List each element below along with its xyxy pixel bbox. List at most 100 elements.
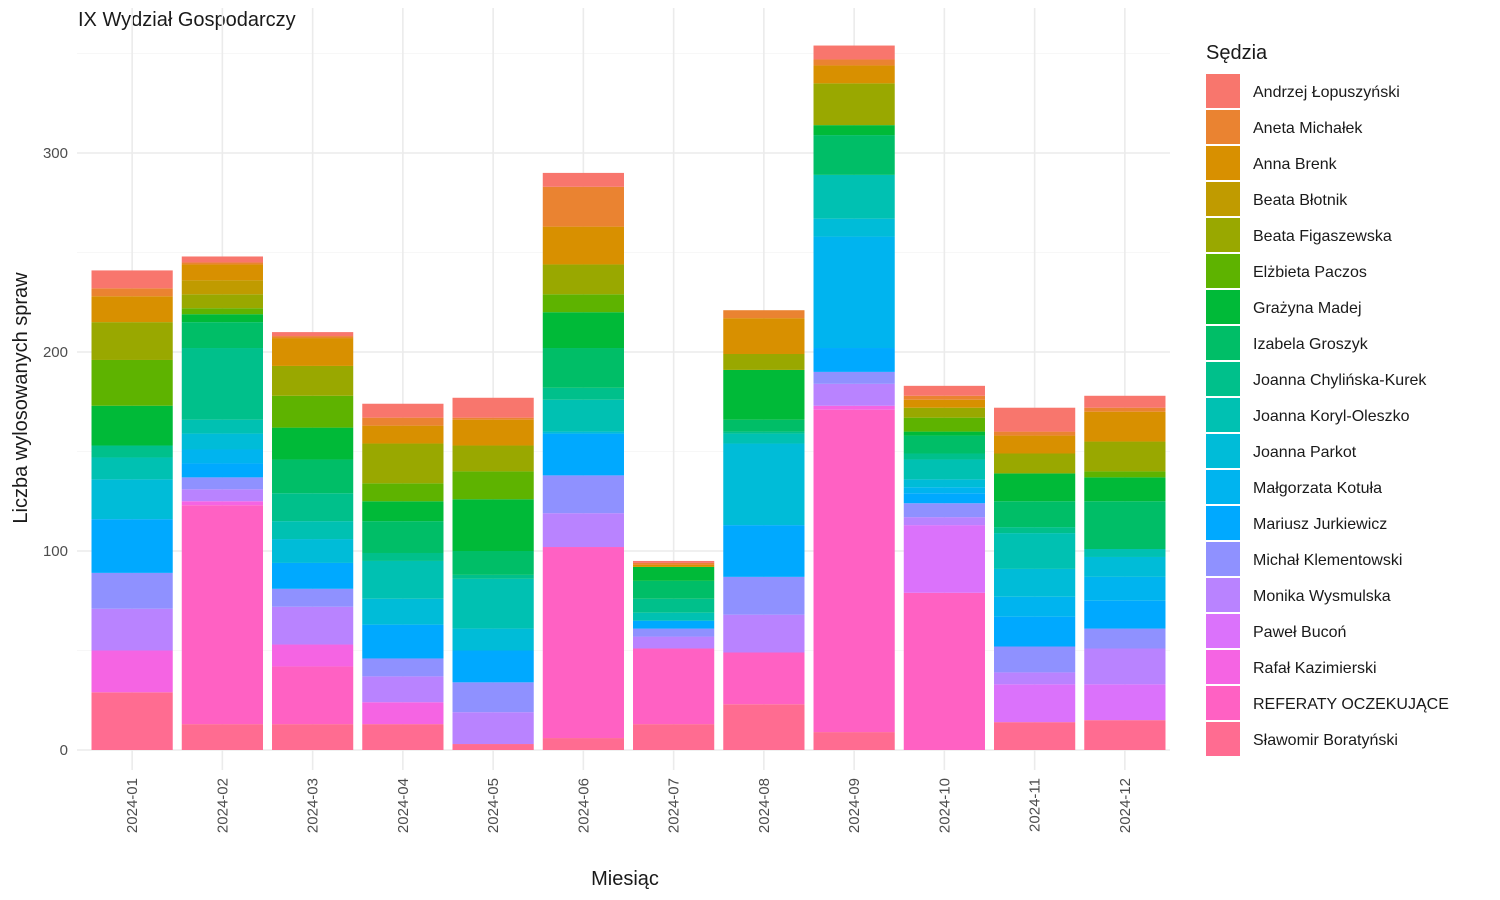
bar-segment: [362, 676, 444, 703]
bar-segment: [272, 644, 354, 667]
bar-segment: [903, 525, 985, 593]
legend-swatch: [1206, 434, 1240, 468]
legend-label: Mariusz Jurkiewicz: [1253, 516, 1387, 533]
x-tick-label: 2024-01: [124, 778, 141, 833]
bar-segment: [272, 666, 354, 725]
bar-segment: [813, 135, 895, 175]
bar-segment: [723, 318, 805, 354]
legend-swatch: [1206, 398, 1240, 432]
bar-segment: [452, 551, 534, 575]
bar-segment: [542, 348, 624, 388]
legend-swatch: [1206, 218, 1240, 252]
chart-title: IX Wydział Gospodarczy: [78, 9, 296, 31]
bar-segment: [1084, 720, 1166, 750]
y-axis-title: Liczba wylosowanych spraw: [10, 272, 32, 524]
bar-segment: [91, 445, 173, 458]
legend-label: Beata Błotnik: [1253, 192, 1348, 209]
bar-segment: [272, 459, 354, 494]
bar-segment: [452, 419, 534, 446]
bar-segment: [1084, 407, 1166, 412]
bar-segment: [362, 658, 444, 677]
bar-segment: [903, 493, 985, 504]
bar-segment: [452, 499, 534, 551]
x-tick-label: 2024-07: [666, 778, 683, 833]
bar-segment: [994, 407, 1076, 432]
bar-segment: [1084, 648, 1166, 685]
bar-segment: [91, 519, 173, 573]
bar-segment: [723, 369, 805, 420]
bar-segment: [181, 280, 263, 295]
legend-swatch: [1206, 326, 1240, 360]
bar-segment: [181, 463, 263, 478]
bar-segment: [903, 487, 985, 494]
x-tick-label: 2024-05: [485, 778, 502, 833]
legend-swatch: [1206, 614, 1240, 648]
bar-segment: [813, 65, 895, 84]
bar-segment: [452, 682, 534, 713]
bar-segment: [813, 409, 895, 733]
bar-segment: [903, 407, 985, 418]
legend-swatch: [1206, 110, 1240, 144]
y-tick-label: 200: [43, 344, 68, 361]
bar-segment: [542, 294, 624, 313]
bar-segment: [542, 172, 624, 187]
bar-segment: [723, 614, 805, 653]
bar-segment: [1084, 441, 1166, 472]
y-tick-label: 0: [60, 742, 68, 759]
legend-label: Rafał Kazimierski: [1253, 660, 1377, 677]
bar-segment: [91, 572, 173, 609]
bar-segment: [542, 312, 624, 349]
bar-segment: [181, 489, 263, 502]
bar-segment: [452, 744, 534, 750]
y-axis-ticks: 0 100 200 300: [43, 145, 68, 759]
bar-segment: [1084, 549, 1166, 557]
bar-segment: [362, 501, 444, 522]
bar-segment: [452, 578, 534, 629]
bar-segment: [542, 513, 624, 548]
y-tick-label: 300: [43, 145, 68, 162]
legend-label: Elżbieta Paczos: [1253, 264, 1367, 281]
bar-segment: [542, 433, 624, 476]
bar-segment: [542, 226, 624, 265]
bar-segment: [272, 427, 354, 460]
bar-segment: [903, 431, 985, 436]
bar-segment: [1084, 411, 1166, 442]
legend-label: Sławomir Boratyński: [1253, 732, 1398, 749]
x-tick-label: 2024-04: [395, 778, 412, 833]
legend-swatch: [1206, 542, 1240, 576]
bar-segment: [181, 264, 263, 281]
bar-segment: [723, 433, 805, 444]
legend-label: Monika Wysmulska: [1253, 588, 1391, 605]
bar-segment: [723, 525, 805, 577]
bar-segment: [813, 236, 895, 349]
bar-segment: [633, 636, 715, 649]
bar-segment: [723, 353, 805, 370]
bar-segment: [994, 646, 1076, 673]
legend: Sędzia Andrzej Łopuszyński Aneta Michałek…: [1206, 42, 1449, 756]
bar-segment: [181, 314, 263, 323]
bar-segment: [452, 445, 534, 472]
bar-segment: [452, 712, 534, 745]
legend-label: Aneta Michałek: [1253, 120, 1363, 137]
bar-segment: [91, 359, 173, 406]
bar-segment: [1084, 477, 1166, 502]
x-tick-label: 2024-06: [575, 778, 592, 833]
bar-segment: [272, 562, 354, 589]
bar-segment: [903, 435, 985, 454]
bar-segment: [91, 296, 173, 323]
bar-segment: [994, 533, 1076, 569]
legend-swatch: [1206, 74, 1240, 108]
bar-segment: [723, 431, 805, 434]
bar-segment: [542, 475, 624, 514]
bar-segment: [994, 672, 1076, 685]
bar-segment: [181, 322, 263, 349]
bar-segment: [813, 383, 895, 406]
bar-segment: [362, 624, 444, 659]
bar-segment: [994, 435, 1076, 454]
bar-segment: [272, 395, 354, 428]
legend-label: Michał Klementowski: [1253, 552, 1402, 569]
bar-segment: [452, 417, 534, 420]
legend-swatch: [1206, 254, 1240, 288]
bar-segment: [91, 457, 173, 480]
legend-swatch: [1206, 686, 1240, 720]
